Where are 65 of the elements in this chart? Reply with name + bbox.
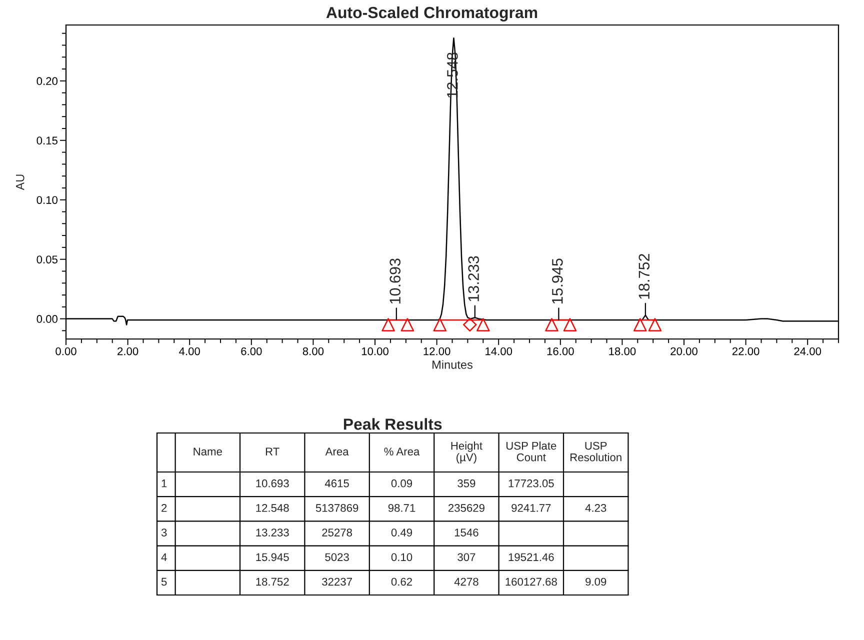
data-label: 307 — [458, 553, 476, 562]
x-tick-label: 16.00 — [547, 347, 574, 356]
x-tick-label: Area — [325, 448, 349, 456]
y-tick-label: 4 — [161, 553, 167, 561]
data-label: 10.693 — [256, 479, 289, 488]
data-label: 15.945 — [256, 553, 289, 562]
x-tick-label: 20.00 — [670, 347, 698, 356]
x-tick-label: % Area — [384, 448, 420, 456]
x-tick-label: 0.00 — [56, 347, 76, 356]
data-label: 0.10 — [391, 553, 412, 562]
y-tick-label: 0.00 — [36, 315, 58, 323]
y-tick-label: 3 — [161, 528, 167, 536]
x-tick-label: 8.00 — [302, 347, 324, 356]
x-tick-label: 14.00 — [486, 347, 512, 356]
data-label: 0.09 — [391, 479, 412, 488]
annotation: 10.693 — [390, 258, 401, 304]
data-label: 1546 — [454, 528, 478, 536]
x-tick-label: 6.00 — [241, 347, 262, 356]
y-axis-title: AU — [16, 174, 24, 190]
data-label: 13.233 — [256, 528, 289, 536]
data-label: 359 — [458, 479, 476, 488]
y-tick-label: 0.15 — [36, 136, 58, 145]
data-label: 4278 — [454, 578, 478, 586]
data-label: 160127.68 — [506, 578, 557, 586]
y-tick-label: 0.10 — [36, 196, 58, 204]
annotation: 15.945 — [552, 258, 563, 304]
x-tick-label: 24.00 — [794, 347, 822, 356]
data-label: 18.752 — [256, 578, 289, 586]
chart-title: Peak Results — [344, 418, 442, 430]
data-label: 5137869 — [316, 504, 358, 512]
x-tick-label: 22.00 — [732, 347, 760, 356]
x-tick-label: 2.00 — [118, 347, 138, 356]
y-tick-label: 5 — [161, 578, 167, 586]
chart-title: Auto-Scaled Chromatogram — [326, 6, 538, 22]
data-label: 4615 — [324, 479, 349, 488]
data-label: 4.23 — [585, 504, 606, 512]
data-label: 0.62 — [391, 578, 412, 586]
data-label: 25278 — [322, 528, 352, 536]
x-tick-label: USP Plate Count — [506, 442, 556, 462]
data-label: 5023 — [325, 553, 349, 562]
data-label: 9.09 — [586, 578, 606, 586]
y-tick-label: 0.05 — [36, 256, 58, 264]
y-tick-label: 1 — [162, 480, 167, 488]
annotation: 13.233 — [468, 256, 479, 302]
data-label: 98.71 — [388, 504, 416, 512]
data-label: 17723.05 — [508, 479, 554, 488]
annotation: 18.752 — [638, 254, 650, 299]
x-tick-label: 18.00 — [609, 347, 636, 356]
x-tick-label: 4.00 — [179, 347, 200, 356]
y-tick-label: 0.20 — [36, 77, 58, 86]
data-label: 9241.77 — [512, 504, 551, 512]
x-tick-label: 12.00 — [424, 347, 450, 356]
x-tick-label: RT — [266, 448, 280, 456]
data-label: 32237 — [322, 578, 352, 586]
data-label: 19521.46 — [508, 553, 554, 562]
x-tick-label: USP Resolution — [570, 442, 622, 462]
x-tick-label: 10.00 — [362, 347, 388, 356]
data-label: 235629 — [448, 504, 484, 512]
data-label: 12.548 — [256, 504, 289, 512]
annotation: 12.548 — [447, 52, 458, 98]
y-tick-label: 2 — [162, 504, 167, 512]
data-label: 0.49 — [391, 528, 412, 536]
x-tick-label: Height (µV) — [451, 442, 482, 464]
x-axis-title: Minutes — [432, 360, 472, 369]
x-tick-label: Name — [194, 448, 222, 456]
